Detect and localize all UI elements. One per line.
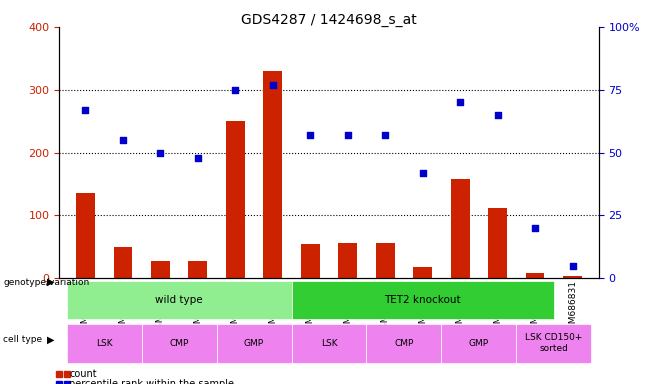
Bar [76,194,95,278]
Bar [263,71,282,278]
FancyBboxPatch shape [442,324,517,362]
Bar [451,179,470,278]
Text: cell type: cell type [3,335,42,344]
Point [492,112,503,118]
FancyBboxPatch shape [517,324,592,362]
Text: ▶: ▶ [47,277,55,287]
Bar [226,121,245,278]
Point [193,155,203,161]
Point [268,82,278,88]
Bar [188,262,207,278]
Text: count: count [69,369,97,379]
FancyBboxPatch shape [66,281,291,319]
Bar [488,208,507,278]
Point [417,170,428,176]
Bar [376,243,395,278]
Point [567,263,578,269]
FancyBboxPatch shape [367,324,442,362]
Text: LSK: LSK [96,339,113,348]
Text: GDS4287 / 1424698_s_at: GDS4287 / 1424698_s_at [241,13,417,27]
Text: percentile rank within the sample: percentile rank within the sample [69,379,234,384]
FancyBboxPatch shape [141,324,216,362]
FancyBboxPatch shape [216,324,291,362]
FancyBboxPatch shape [291,324,367,362]
Bar [413,267,432,278]
Bar [151,261,170,278]
Text: CMP: CMP [169,339,189,348]
Point [380,132,390,138]
Text: wild type: wild type [155,295,203,305]
Text: LSK CD150+
sorted: LSK CD150+ sorted [525,333,582,353]
Point [230,87,241,93]
Bar [526,273,544,278]
Point [530,225,540,231]
Bar [563,276,582,278]
Bar [301,244,320,278]
Point [80,107,91,113]
FancyBboxPatch shape [66,324,141,362]
Text: ▶: ▶ [47,335,55,345]
Point [118,137,128,143]
Text: TET2 knockout: TET2 knockout [384,295,461,305]
Text: LSK: LSK [320,339,338,348]
Text: GMP: GMP [468,339,489,348]
Text: GMP: GMP [244,339,264,348]
Text: genotype/variation: genotype/variation [3,278,89,287]
Point [305,132,316,138]
FancyBboxPatch shape [291,281,554,319]
Point [455,99,465,105]
Bar [338,243,357,278]
Point [342,132,353,138]
Point [155,149,166,156]
Bar [114,247,132,278]
Text: CMP: CMP [394,339,414,348]
